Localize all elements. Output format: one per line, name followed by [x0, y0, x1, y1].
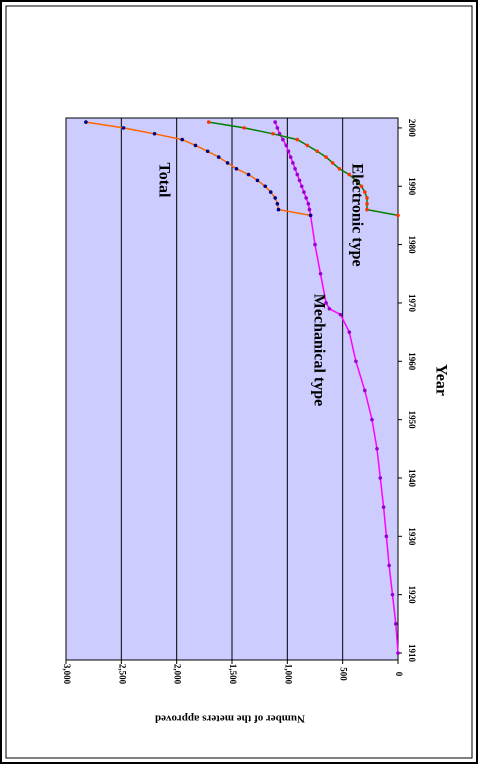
x-tick-label: 1990	[407, 177, 417, 196]
y-tick-label: 2,000	[173, 664, 183, 685]
data-point	[324, 155, 328, 159]
data-point	[276, 207, 281, 212]
data-point	[365, 201, 369, 206]
data-point	[306, 201, 311, 206]
data-point	[180, 137, 184, 142]
data-point	[378, 476, 383, 480]
data-point	[273, 196, 277, 200]
data-point	[286, 149, 291, 154]
y-tick-label: 500	[339, 667, 349, 681]
data-point	[193, 143, 198, 148]
inner-frame	[5, 5, 473, 759]
x-tick-label: 1930	[407, 527, 417, 546]
data-point	[308, 213, 313, 218]
data-point	[152, 131, 157, 136]
data-point	[327, 306, 332, 311]
y-tick-label: 1,500	[228, 664, 238, 685]
data-point	[370, 417, 374, 422]
series-label: Electronic type	[348, 163, 365, 266]
x-tick-label: 1960	[407, 352, 417, 371]
series-line	[274, 121, 399, 654]
y-tick-label: 2,500	[117, 664, 127, 685]
data-point	[302, 190, 306, 194]
data-point	[293, 166, 297, 171]
data-point	[387, 563, 391, 568]
data-point	[121, 126, 126, 130]
data-point	[359, 184, 364, 189]
data-point	[375, 447, 379, 451]
data-point	[330, 161, 335, 165]
data-point	[246, 172, 251, 177]
data-point	[354, 359, 358, 364]
data-point	[363, 190, 367, 194]
x-tick-label: 1940	[407, 469, 417, 488]
data-point	[304, 196, 308, 200]
data-point	[225, 161, 230, 165]
data-point	[337, 166, 342, 171]
data-point	[347, 330, 352, 334]
data-point	[396, 651, 400, 655]
data-point	[393, 622, 398, 626]
data-point	[268, 190, 273, 194]
data-point	[275, 201, 280, 206]
data-point	[313, 242, 317, 247]
data-point	[338, 312, 343, 317]
data-point	[234, 166, 239, 171]
data-point	[390, 592, 395, 597]
data-point	[363, 388, 367, 393]
data-point	[84, 120, 88, 124]
data-point	[365, 196, 369, 200]
x-tick-label: 1950	[407, 411, 417, 430]
data-point	[284, 143, 289, 148]
x-tick-label: 2000	[407, 119, 417, 137]
data-point	[288, 155, 293, 159]
data-point	[381, 505, 386, 509]
y-tick-label: 1,000	[283, 664, 293, 685]
data-point	[347, 172, 352, 177]
data-point	[299, 184, 304, 189]
data-point	[324, 301, 328, 305]
data-point	[273, 120, 277, 124]
data-point	[216, 155, 221, 159]
data-point	[354, 178, 358, 183]
data-point	[295, 137, 300, 142]
data-point	[281, 137, 285, 142]
x-axis-title: Year	[432, 364, 449, 396]
series-label: Mechanical type	[310, 294, 327, 406]
data-point	[205, 149, 210, 154]
x-tick-label: 1910	[407, 644, 417, 663]
x-tick-label: 1970	[407, 294, 417, 313]
data-point	[396, 213, 400, 218]
data-point	[307, 207, 312, 212]
data-point	[271, 131, 275, 136]
data-point	[263, 184, 268, 189]
y-tick-label: 0	[394, 672, 404, 677]
x-tick-label: 1920	[407, 586, 417, 605]
data-point	[305, 143, 310, 148]
data-point	[295, 172, 300, 177]
data-point	[315, 149, 320, 154]
data-point	[318, 271, 323, 276]
y-axis-title: Number of the meters approved	[155, 712, 305, 724]
y-tick-label: 3,000	[62, 664, 72, 685]
data-point	[365, 207, 369, 212]
data-point	[291, 161, 295, 165]
data-point	[384, 534, 389, 539]
data-point	[206, 120, 211, 124]
data-point	[297, 178, 302, 183]
data-point	[242, 126, 246, 130]
series-label: Total	[155, 163, 172, 199]
data-point	[275, 126, 280, 130]
data-point	[255, 178, 260, 183]
x-tick-label: 1980	[407, 236, 417, 255]
